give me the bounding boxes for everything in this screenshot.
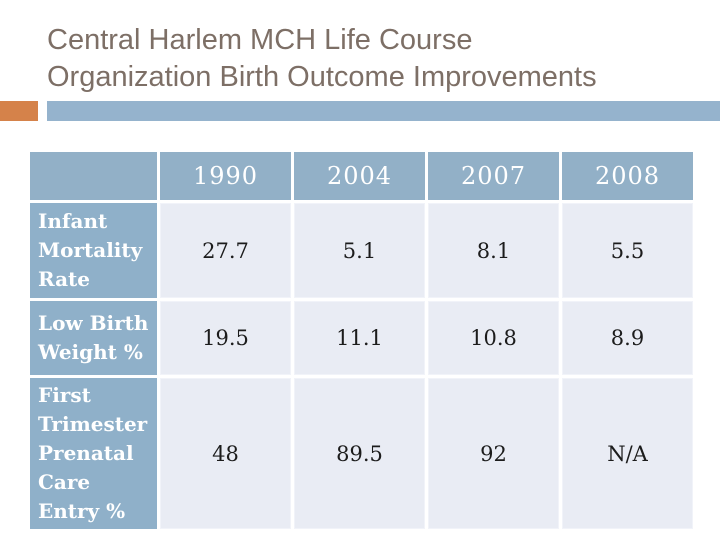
table-cell-low-birth-weight-2004: 11.1 (294, 301, 425, 375)
page-title: Central Harlem MCH Life Course Organizat… (47, 22, 707, 96)
divider-blue-bar (47, 101, 720, 121)
row-label-infant-mortality-rate: Infant Mortality Rate (30, 203, 157, 298)
column-header-1990: 1990 (160, 152, 291, 200)
table-cell-low-birth-weight-2008: 8.9 (562, 301, 693, 375)
table-cell-prenatal-care-2004: 89.5 (294, 378, 425, 529)
table-cell-infant-mortality-2008: 5.5 (562, 203, 693, 298)
column-header-2008: 2008 (562, 152, 693, 200)
table-cell-prenatal-care-1990: 48 (160, 378, 291, 529)
table-cell-infant-mortality-2004: 5.1 (294, 203, 425, 298)
table-cell-prenatal-care-2008: N/A (562, 378, 693, 529)
table-cell-prenatal-care-2007: 92 (428, 378, 559, 529)
column-header-2004: 2004 (294, 152, 425, 200)
page-title-line2: Organization Birth Outcome Improvements (47, 61, 597, 93)
row-label-low-birth-weight: Low Birth Weight % (30, 301, 157, 375)
column-header-2007: 2007 (428, 152, 559, 200)
divider-orange-block (0, 101, 38, 121)
title-divider (0, 101, 720, 121)
table-cell-low-birth-weight-1990: 19.5 (160, 301, 291, 375)
row-label-first-trimester-prenatal-care-entry: First Trimester Prenatal Care Entry % (30, 378, 157, 529)
table-cell-infant-mortality-1990: 27.7 (160, 203, 291, 298)
table-cell-low-birth-weight-2007: 10.8 (428, 301, 559, 375)
page-title-line1: Central Harlem MCH Life Course (47, 24, 473, 56)
table-cell-infant-mortality-2007: 8.1 (428, 203, 559, 298)
table-corner-cell (30, 152, 157, 200)
birth-outcomes-table: 1990 2004 2007 2008 Infant Mortality Rat… (30, 152, 693, 529)
